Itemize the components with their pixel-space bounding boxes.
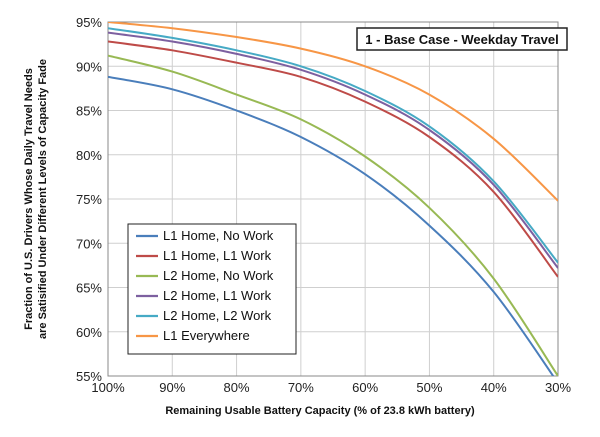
x-tick-label: 70% [288, 380, 314, 395]
series-line [108, 54, 558, 376]
x-tick-label: 40% [481, 380, 507, 395]
legend-entry-label: L2 Home, No Work [163, 268, 274, 283]
y-tick-label: 80% [76, 148, 102, 163]
y-tick-label: 95% [76, 15, 102, 30]
series-line [108, 40, 558, 278]
series-line [108, 75, 555, 376]
series-line [108, 27, 558, 264]
y-tick-label: 60% [76, 325, 102, 340]
y-tick-label: 90% [76, 59, 102, 74]
x-axis-ticks: 100% 90% 80% 70% 60% 50% 40% 30% [91, 380, 571, 395]
y-tick-label: 70% [76, 236, 102, 251]
series-line [108, 31, 558, 269]
legend-frame [127, 223, 297, 355]
x-tick-label: 30% [545, 380, 571, 395]
y-axis-title: Fraction of U.S. Drivers Whose Daily Tra… [23, 59, 49, 339]
x-tick-label: 100% [91, 380, 125, 395]
x-tick-label: 90% [159, 380, 185, 395]
legend-entry-label: L1 Everywhere [163, 328, 250, 343]
y-axis-title-line-1: Fraction of U.S. Drivers Whose Daily Tra… [23, 68, 35, 330]
legend-entry-label: L1 Home, No Work [163, 228, 274, 243]
chart-title-frame [356, 27, 568, 51]
y-tick-label: 55% [76, 369, 102, 384]
legend: L1 Home, No Work L1 Home, L1 Work L2 Home,… [127, 223, 297, 355]
x-tick-label: 50% [416, 380, 442, 395]
legend-entry-label: L2 Home, L2 Work [163, 308, 272, 323]
y-axis-title-line-2: are Satisified Under Different Levels of… [37, 59, 49, 339]
legend-entry-label: L2 Home, L1 Work [163, 288, 272, 303]
series-lines [108, 22, 558, 376]
chart-title: 1 - Base Case - Weekday Travel [365, 32, 558, 47]
chart-title-box: 1 - Base Case - Weekday Travel [356, 27, 568, 51]
x-axis-title: Remaining Usable Battery Capacity (% of … [165, 405, 475, 417]
x-tick-label: 80% [224, 380, 250, 395]
y-tick-label: 85% [76, 104, 102, 119]
y-axis-ticks: 95% 90% 85% 80% 75% 70% 65% 60% 55% [76, 15, 102, 384]
legend-entry-label: L1 Home, L1 Work [163, 248, 272, 263]
x-tick-label: 60% [352, 380, 378, 395]
series-line [108, 22, 558, 202]
plot-area-frame [107, 21, 559, 377]
y-tick-label: 65% [76, 281, 102, 296]
y-tick-label: 75% [76, 192, 102, 207]
